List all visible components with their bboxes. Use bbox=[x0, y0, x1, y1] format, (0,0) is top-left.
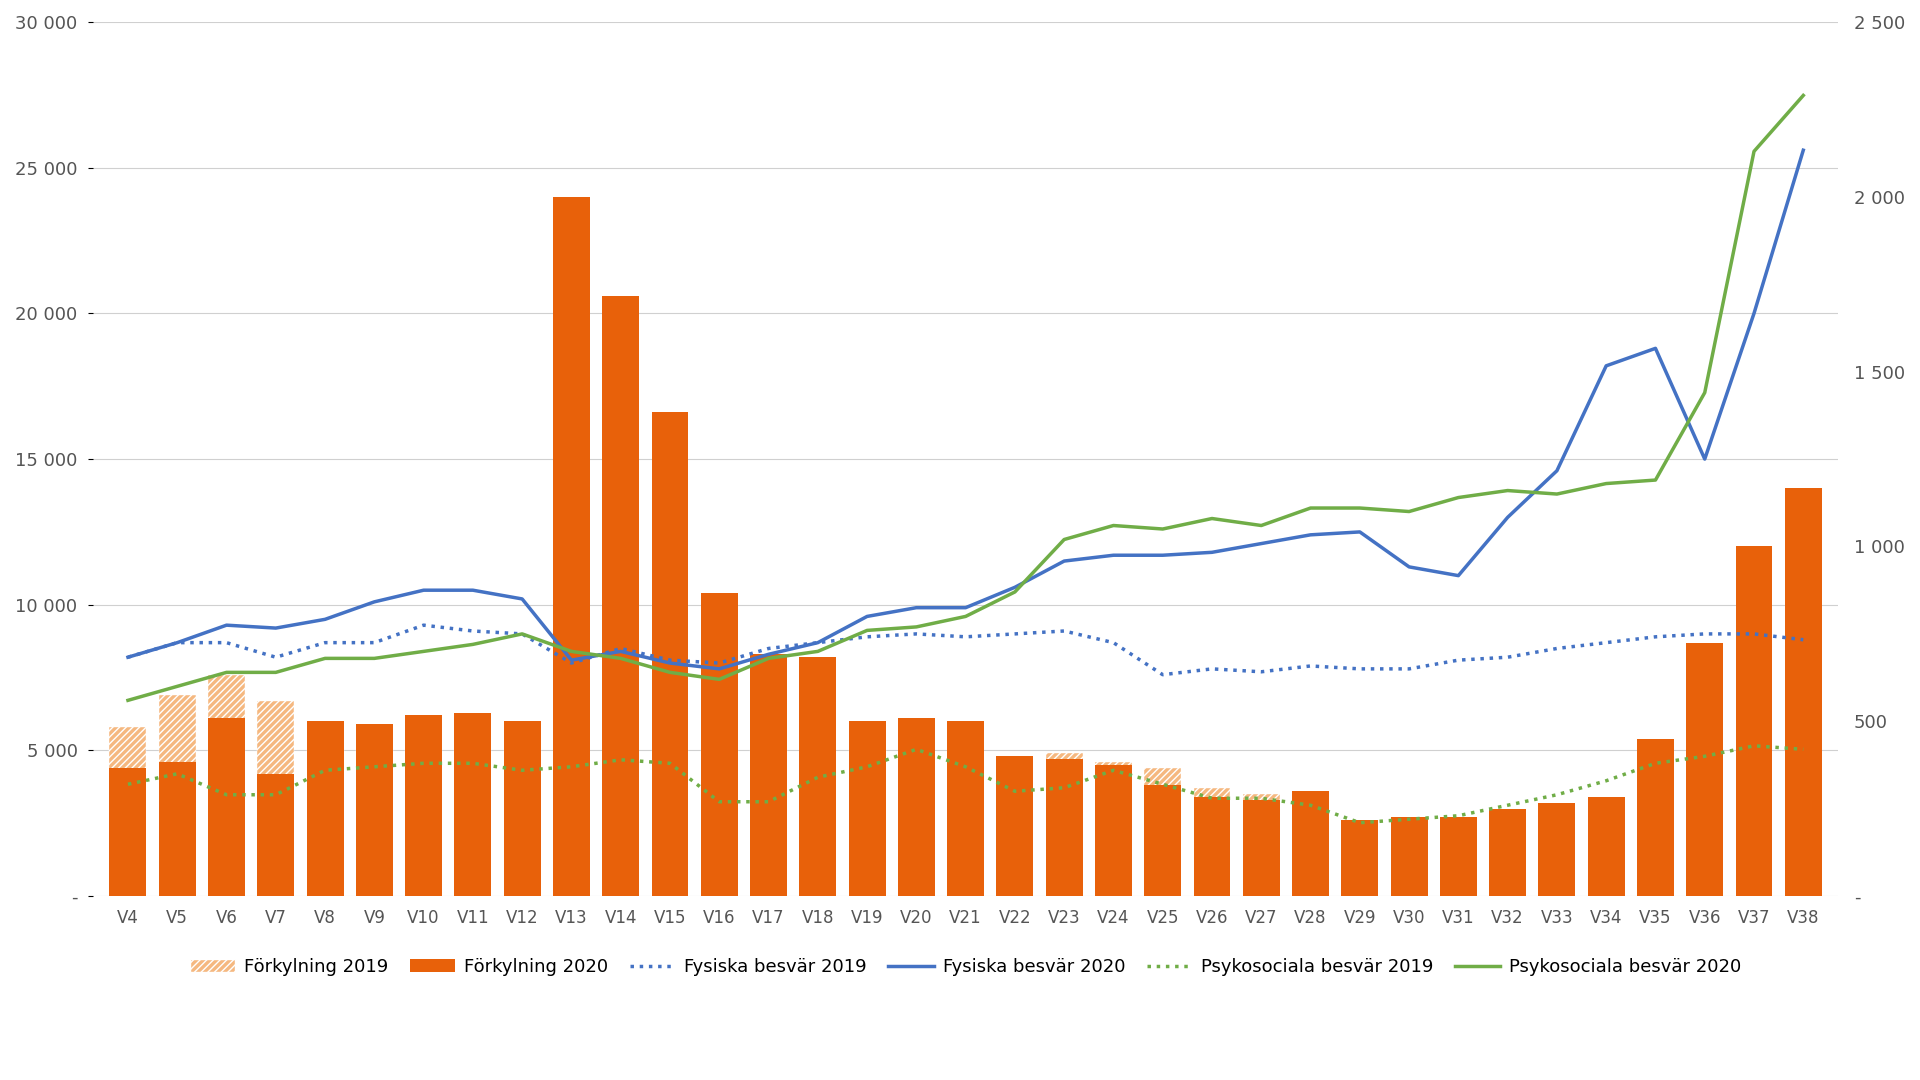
Bar bbox=[109, 727, 146, 896]
Bar bbox=[1046, 754, 1083, 896]
Bar bbox=[899, 718, 935, 896]
Bar bbox=[751, 654, 787, 896]
Bar bbox=[307, 721, 344, 896]
Bar bbox=[257, 701, 294, 896]
Bar bbox=[1588, 814, 1624, 896]
Bar bbox=[603, 759, 639, 896]
Bar bbox=[1390, 818, 1428, 896]
Bar bbox=[1194, 788, 1231, 896]
Bar bbox=[455, 713, 492, 896]
Bar bbox=[996, 812, 1033, 896]
Bar bbox=[651, 413, 689, 896]
Bar bbox=[996, 756, 1033, 896]
Bar bbox=[799, 658, 837, 896]
Bar bbox=[1736, 780, 1772, 896]
Bar bbox=[1144, 768, 1181, 896]
Bar bbox=[849, 721, 885, 896]
Bar bbox=[899, 792, 935, 896]
Bar bbox=[1242, 800, 1281, 896]
Bar bbox=[257, 773, 294, 896]
Legend: Förkylning 2019, Förkylning 2020, Fysiska besvär 2019, Fysiska besvär 2020, Psyk: Förkylning 2019, Förkylning 2020, Fysisk… bbox=[182, 950, 1749, 983]
Bar bbox=[1686, 643, 1724, 896]
Bar bbox=[1786, 788, 1822, 896]
Bar bbox=[1538, 821, 1576, 896]
Bar bbox=[1440, 841, 1476, 896]
Bar bbox=[651, 744, 689, 896]
Bar bbox=[701, 751, 737, 896]
Bar bbox=[1094, 762, 1133, 896]
Bar bbox=[503, 744, 541, 896]
Bar bbox=[405, 715, 442, 896]
Bar bbox=[503, 721, 541, 896]
Bar bbox=[553, 754, 589, 896]
Bar bbox=[1342, 838, 1379, 896]
Bar bbox=[355, 725, 394, 896]
Bar bbox=[603, 296, 639, 896]
Bar bbox=[1292, 792, 1329, 896]
Bar bbox=[947, 721, 985, 896]
Bar bbox=[405, 730, 442, 896]
Bar bbox=[1786, 488, 1822, 896]
Bar bbox=[1292, 794, 1329, 896]
Bar bbox=[1046, 759, 1083, 896]
Bar bbox=[1638, 809, 1674, 896]
Bar bbox=[1194, 797, 1231, 896]
Bar bbox=[799, 754, 837, 896]
Bar bbox=[1638, 739, 1674, 896]
Bar bbox=[751, 751, 787, 896]
Bar bbox=[207, 718, 246, 896]
Bar bbox=[701, 593, 737, 896]
Bar bbox=[1686, 788, 1724, 896]
Bar bbox=[455, 739, 492, 896]
Bar bbox=[1342, 821, 1379, 896]
Bar bbox=[553, 197, 589, 896]
Bar bbox=[1538, 802, 1576, 896]
Bar bbox=[1094, 765, 1133, 896]
Bar bbox=[1490, 829, 1526, 896]
Bar bbox=[947, 800, 985, 896]
Bar bbox=[1242, 794, 1281, 896]
Bar bbox=[355, 725, 394, 896]
Bar bbox=[1490, 809, 1526, 896]
Bar bbox=[1736, 546, 1772, 896]
Bar bbox=[849, 744, 885, 896]
Bar bbox=[307, 721, 344, 896]
Bar bbox=[159, 696, 196, 896]
Bar bbox=[1390, 841, 1428, 896]
Bar bbox=[207, 675, 246, 896]
Bar bbox=[1588, 797, 1624, 896]
Bar bbox=[109, 768, 146, 896]
Bar bbox=[159, 762, 196, 896]
Bar bbox=[1144, 785, 1181, 896]
Bar bbox=[1440, 818, 1476, 896]
